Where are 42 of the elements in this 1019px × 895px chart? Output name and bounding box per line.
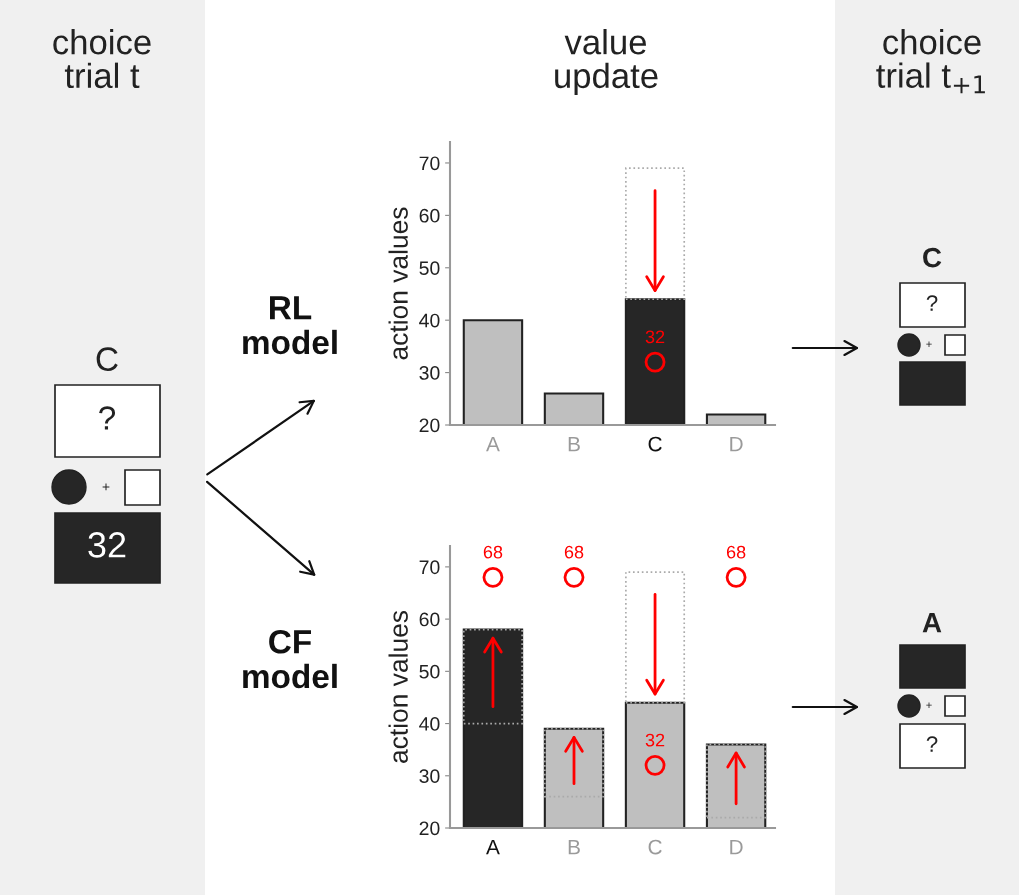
x-tick-label: D: [730, 436, 743, 452]
text: ?: [926, 736, 938, 752]
data-label: 68: [483, 545, 503, 559]
x-tick-label: D: [730, 839, 743, 855]
y-tick-label: 30: [419, 769, 440, 784]
y-tick-label: 20: [419, 821, 440, 836]
data-label: 32: [645, 733, 665, 747]
y-tick-label: 40: [419, 313, 440, 328]
y-tick-label: 70: [419, 560, 440, 575]
text: A: [922, 613, 942, 633]
y-tick-label: 70: [419, 156, 440, 171]
text: 32: [88, 532, 126, 558]
y-axis-title: action values: [388, 207, 408, 360]
text: ?: [99, 406, 116, 430]
y-tick-label: 60: [419, 612, 440, 627]
x-tick-label: B: [568, 839, 580, 855]
x-tick-label: A: [486, 839, 500, 855]
y-tick-label: 50: [419, 261, 440, 276]
y-tick-label: 50: [419, 664, 440, 679]
data-label: 68: [726, 545, 746, 559]
text: +: [102, 483, 110, 491]
x-tick-label: B: [568, 436, 580, 452]
text: choice trial t: [53, 29, 151, 89]
text: ?: [926, 295, 938, 311]
y-tick-label: 20: [419, 418, 440, 433]
text: C: [923, 247, 942, 268]
text: +: [926, 341, 932, 347]
x-tick-label: C: [648, 839, 662, 855]
text: choice trial t$_{+1}$: [876, 29, 985, 94]
y-tick-label: 60: [419, 208, 440, 223]
text: +: [926, 702, 932, 708]
y-axis-title: action values: [388, 610, 408, 763]
chart-title: value update: [555, 29, 658, 95]
text: CF model: [243, 630, 337, 689]
x-tick-label: A: [486, 436, 500, 452]
y-tick-label: 30: [419, 366, 440, 380]
x-tick-label: C: [648, 436, 662, 452]
y-tick-label: 40: [419, 717, 440, 731]
text: C: [96, 347, 118, 371]
data-label: 68: [564, 545, 584, 559]
text: RL model: [243, 296, 337, 355]
data-label: 32: [645, 330, 665, 344]
